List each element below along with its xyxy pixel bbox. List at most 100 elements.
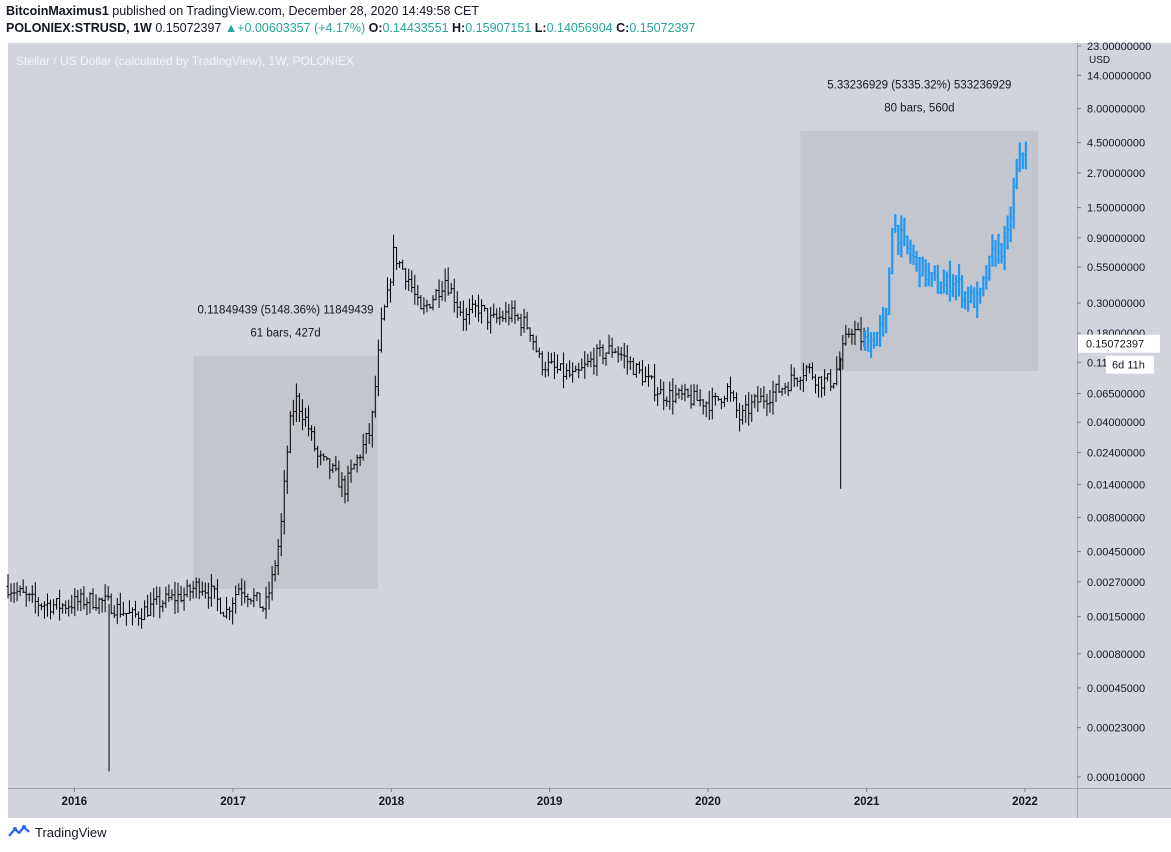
ohlc-bar — [461, 300, 465, 331]
ohlc-bar — [24, 586, 28, 607]
ohlc-bar — [707, 390, 711, 420]
ohlc-bar — [431, 295, 435, 311]
ohlc-bar — [534, 335, 538, 353]
ohlc-bar — [355, 454, 359, 473]
ohlc-bar — [398, 260, 402, 268]
ohlc-bar — [807, 363, 811, 374]
ohlc-bar — [829, 369, 833, 392]
ohlc-bar — [127, 600, 131, 614]
ohlc-bar — [650, 375, 654, 380]
ohlc-bar — [765, 393, 769, 417]
projection-bar — [948, 260, 952, 302]
ohlc-bar — [473, 299, 477, 318]
price-axis — [1077, 43, 1171, 788]
ohlc-bar — [449, 282, 453, 294]
projection-bar — [966, 286, 970, 312]
ohlc-bar — [322, 453, 326, 461]
projection-bar — [984, 265, 988, 290]
ohlc-bar — [698, 389, 702, 407]
axis-corner — [1077, 788, 1171, 818]
ohlc-bar — [455, 291, 459, 319]
x-tick-label: 2017 — [220, 796, 246, 808]
ohlc-bar — [583, 351, 587, 379]
y-tick-label: 0.06500000 — [1087, 388, 1145, 400]
y-tick-label: 2.70000000 — [1087, 168, 1145, 180]
ohlc-bar — [85, 597, 89, 616]
ohlc-bar — [504, 301, 508, 323]
projection-bar — [954, 275, 958, 301]
ohlc-bar — [388, 278, 392, 303]
ohlc-bar — [297, 392, 301, 422]
ohlc-bar — [516, 313, 520, 321]
ohlc-bar — [683, 383, 687, 402]
projection-bar — [1009, 206, 1013, 243]
ohlc-bar — [234, 585, 238, 614]
y-tick-label: 0.00800000 — [1087, 513, 1145, 525]
footer-brand[interactable]: TradingView — [8, 824, 107, 840]
ohlc-bar — [39, 603, 43, 611]
ohlc-bar — [856, 322, 860, 331]
ohlc-bar — [513, 300, 517, 325]
ohlc-bar — [164, 586, 168, 608]
projection-bar — [957, 263, 961, 297]
ohlc-bar — [467, 298, 471, 325]
ohlc-bar — [231, 597, 235, 625]
y-tick-label: 14.00000000 — [1087, 70, 1151, 82]
ohlc-bar — [668, 381, 672, 410]
ohlc-bar — [143, 600, 147, 620]
projection-bar — [981, 275, 985, 297]
countdown-label: 6d 11h — [1112, 360, 1145, 372]
ohlc-bar — [446, 267, 450, 296]
projection-bar — [933, 265, 937, 282]
ohlc-bar — [823, 369, 827, 396]
low-value: 0.14056904 — [546, 21, 613, 35]
projection-bar — [878, 314, 882, 347]
ohlc-bar — [419, 295, 423, 310]
ohlc-bar — [744, 395, 748, 423]
projection-bar — [921, 256, 925, 277]
ohlc-bar — [176, 582, 180, 613]
ohlc-bar — [240, 578, 244, 606]
projection-bar — [1018, 142, 1022, 173]
ohlc-bar — [349, 459, 353, 483]
ohlc-bar — [273, 560, 277, 582]
ohlc-bar — [640, 360, 644, 386]
ohlc-bar — [194, 577, 198, 599]
author-name[interactable]: BitcoinMaximus1 — [6, 4, 109, 18]
projection-bar — [969, 285, 973, 304]
ohlc-bar — [835, 356, 839, 386]
ohlc-bar — [528, 327, 532, 342]
ohlc-bar — [495, 308, 499, 324]
ohlc-bar — [577, 362, 581, 379]
ohlc-bar — [188, 583, 192, 601]
projection-bar — [869, 332, 873, 358]
ohlc-bar — [613, 348, 617, 354]
ohlc-bar — [522, 308, 526, 333]
projection-bar — [960, 275, 964, 309]
tradingview-logo-icon — [8, 825, 30, 837]
projection-bar — [884, 307, 888, 334]
ohlc-bar — [458, 301, 462, 317]
ohlc-bar — [279, 513, 283, 557]
ohlc-bar — [562, 352, 566, 389]
x-tick-label: 2020 — [695, 796, 721, 808]
ohlc-bar — [61, 603, 65, 614]
ohlc-bar — [200, 581, 204, 596]
ohlc-bar — [97, 597, 101, 615]
ohlc-bar — [170, 589, 174, 601]
ohlc-bar — [146, 594, 150, 618]
ohlc-bar — [179, 585, 183, 603]
ohlc-bar — [853, 320, 857, 346]
ohlc-bar — [798, 376, 802, 391]
ohlc-bar — [501, 310, 505, 322]
ohlc-bar — [470, 295, 474, 314]
chart-title: Stellar / US Dollar (calculated by Tradi… — [16, 54, 354, 68]
ohlc-bar — [285, 445, 289, 494]
ohlc-bar — [555, 354, 559, 374]
ohlc-bar — [370, 410, 374, 448]
ohlc-bar — [100, 597, 104, 613]
ohlc-bar — [595, 344, 599, 376]
ohlc-bar — [574, 365, 578, 372]
ohlc-bar — [319, 450, 323, 466]
